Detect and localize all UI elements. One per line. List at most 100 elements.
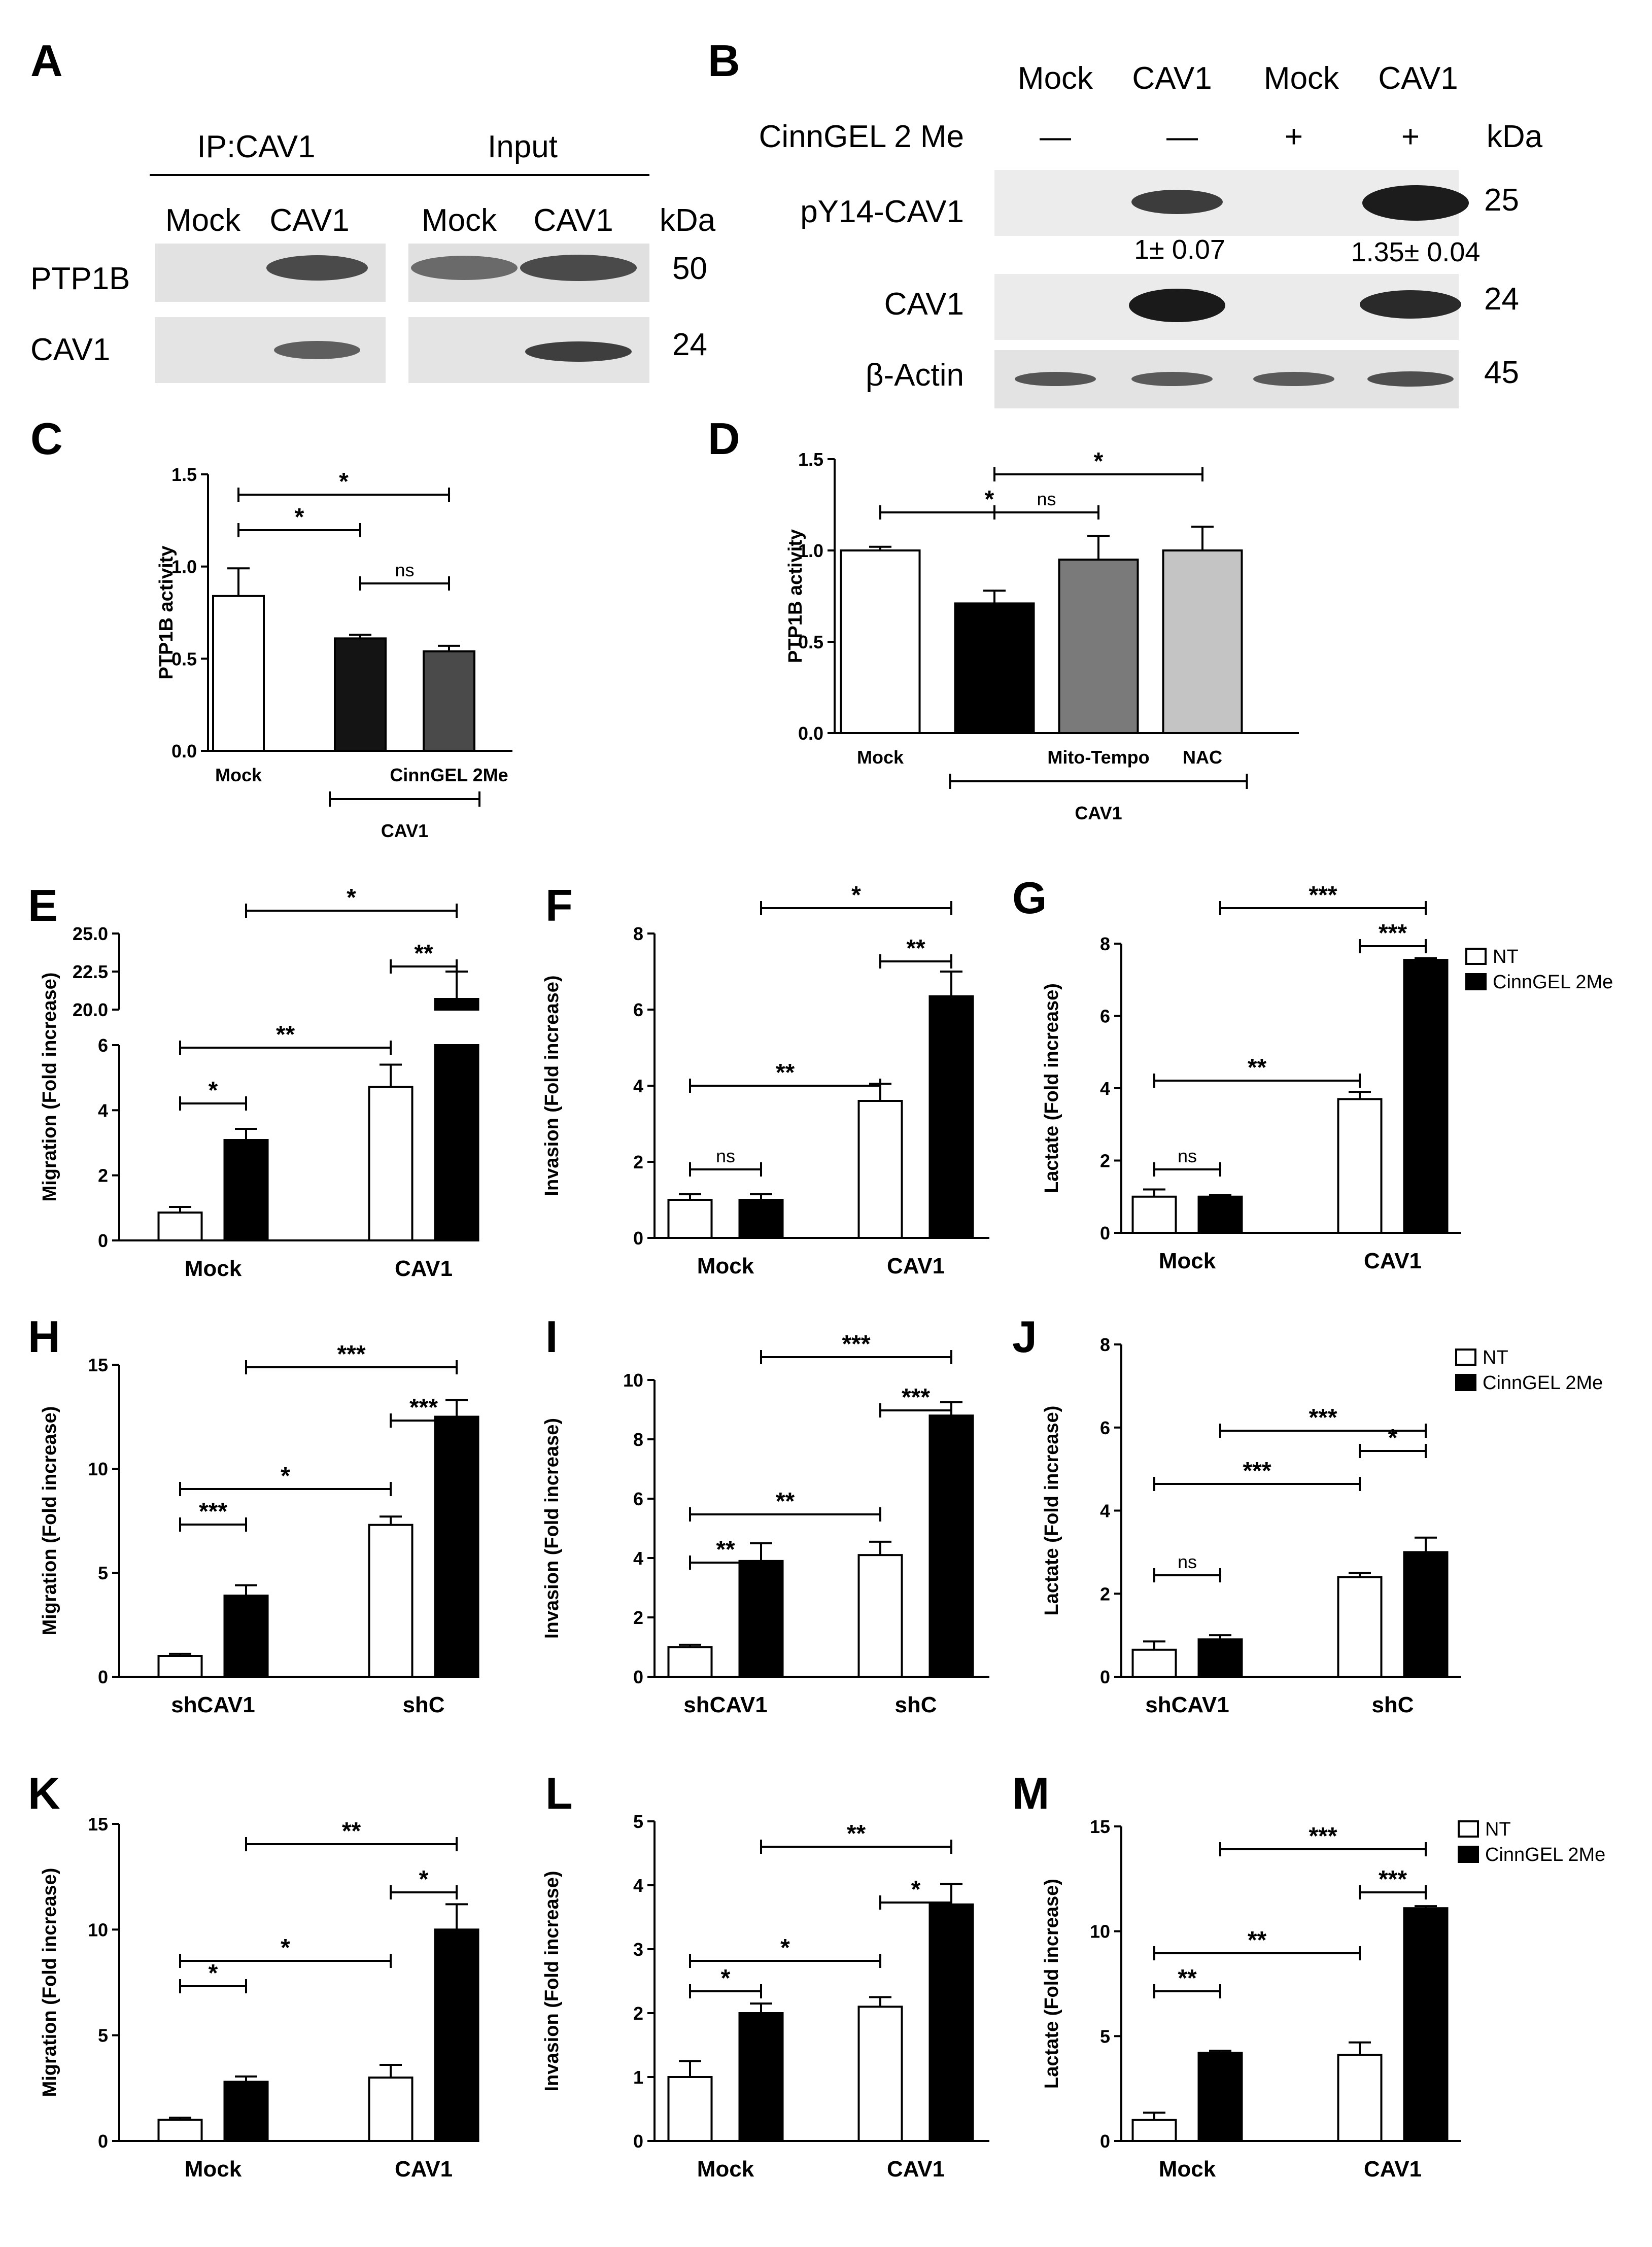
y-tick-label: 4	[98, 1100, 108, 1121]
bar	[1337, 1576, 1383, 1678]
legend-label-treated: CinnGEL 2Me	[1485, 1844, 1605, 1865]
y-tick-label: 0	[633, 1667, 643, 1687]
y-tick-label: 0	[98, 1667, 108, 1687]
band-a-ip-ptp1b	[266, 255, 368, 281]
blot-a-kda-header: kDa	[660, 203, 716, 238]
category-label: Mock	[1159, 2157, 1216, 2182]
blot-b-row-cav1-kda: 24	[1484, 282, 1519, 317]
sig-label: *	[419, 1866, 429, 1893]
legend-label-nt: NT	[1483, 1347, 1508, 1368]
bar	[1337, 2054, 1383, 2142]
band-b-actin-4	[1367, 371, 1454, 387]
bar	[738, 1199, 784, 1239]
y-tick-label: 15	[88, 1355, 108, 1375]
bar	[857, 1554, 903, 1678]
bar	[157, 1212, 203, 1241]
sig-label: ***	[1309, 1404, 1337, 1431]
bar	[1162, 549, 1243, 734]
y-tick-label: 0	[1100, 1667, 1110, 1687]
sig-label: ***	[842, 1331, 870, 1358]
legend-label-treated: CinnGEL 2Me	[1493, 972, 1613, 993]
category-label: shC	[894, 1692, 937, 1717]
y-tick-label: 5	[98, 1563, 108, 1583]
y-tick-label: 4	[633, 1548, 643, 1569]
y-axis-title: Invasion (Fold increase)	[541, 1871, 563, 2092]
y-tick-label: 1.0	[171, 557, 197, 577]
panel-label-k: K	[28, 1768, 60, 1818]
sig-label: *	[985, 486, 994, 513]
blot-a-row-cav1-label: CAV1	[30, 332, 110, 367]
bar	[667, 1646, 713, 1678]
y-tick-label: 0	[98, 1230, 108, 1251]
y-tick-label: 4	[633, 1076, 643, 1096]
blot-a-lane-2: CAV1	[269, 203, 349, 238]
y-tick-label: 8	[1100, 934, 1110, 954]
panel-label-b: B	[708, 36, 740, 86]
y-tick-label: 2	[633, 1152, 643, 1172]
y-tick-label: 8	[1100, 1334, 1110, 1355]
bar	[928, 1414, 974, 1678]
sig-label: *	[1094, 448, 1104, 475]
blot-b-row-actin-label: β-Actin	[866, 358, 964, 393]
bar	[840, 549, 921, 734]
category-label: Mock	[215, 765, 262, 785]
y-tick-label: 2	[1100, 1151, 1110, 1171]
sig-label: ***	[902, 1384, 930, 1411]
sig-label: *	[911, 1876, 921, 1903]
bar	[1337, 1098, 1383, 1234]
sig-label: *	[281, 1463, 290, 1490]
blot-b-lane-4: CAV1	[1378, 61, 1458, 96]
band-a-input-cav1	[525, 341, 632, 362]
category-label: CAV1	[395, 1256, 453, 1281]
legend-swatch-nt	[1465, 948, 1487, 965]
chart-k: 0 5 10 15 Migration (Fold increase) Mock CAV1 *…	[39, 1814, 479, 2182]
sig-label: *	[721, 1965, 731, 1992]
chart-i: 0 2 4 6 8 10 Invasion (Fold increase) shCAV1 shC…	[541, 1331, 989, 1717]
y-tick-label: 2	[633, 1607, 643, 1628]
y-axis-title: Invasion (Fold increase)	[541, 1418, 563, 1639]
y-axis-title: Lactate (Fold increase)	[1041, 1879, 1062, 2089]
bar	[667, 2076, 713, 2142]
chart-f: 0 2 4 6 8 Invasion (Fold increase) Mock CAV1 ns *…	[541, 882, 989, 1278]
y-tick-label: 0	[633, 1228, 643, 1249]
bar	[738, 1560, 784, 1678]
sig-label: ns	[1037, 489, 1056, 509]
bar	[1058, 559, 1139, 734]
chart-e: 0 2 4 6 20.0 22.5 25.0 Migration (Fold increase…	[39, 884, 479, 1281]
y-tick-label: 5	[633, 1811, 643, 1832]
bar	[212, 595, 265, 752]
sig-label: *	[851, 882, 861, 909]
bar	[223, 1595, 269, 1678]
y-tick-label: 5	[98, 2025, 108, 2046]
chart-c: 0.0 0.5 1.0 1.5 PTP1B activity Mock CinnGEL 2M…	[156, 464, 512, 841]
blot-a-row-cav1-kda: 24	[672, 327, 707, 362]
chart-j: 0 2 4 6 8 Lactate (Fold increase) shCAV1 shC ns *…	[1041, 1334, 1603, 1717]
band-b-cav1-treated	[1360, 290, 1461, 319]
sig-label: *	[780, 1934, 790, 1961]
bar	[1131, 1195, 1177, 1234]
blot-a-lane-1: Mock	[165, 203, 241, 238]
sig-label: ns	[1178, 1551, 1197, 1572]
legend-label-treated: CinnGEL 2Me	[1483, 1372, 1603, 1394]
blot-b-row-py14-label: pY14-CAV1	[800, 194, 964, 229]
band-b-py14-cav1	[1131, 190, 1223, 214]
y-tick-label: 20.0	[73, 999, 108, 1020]
category-label: Mock	[185, 1256, 242, 1281]
category-label: Mock	[697, 1254, 754, 1278]
band-b-py14-cav1-treated	[1362, 185, 1469, 221]
bar	[857, 1100, 903, 1239]
category-label: Mock	[857, 747, 904, 768]
sig-label: ***	[337, 1341, 365, 1368]
panel-label-j: J	[1012, 1311, 1037, 1362]
y-tick-label: 0	[1100, 2131, 1110, 2152]
y-tick-label: 0	[1100, 1223, 1110, 1243]
bar	[1197, 1638, 1243, 1678]
panel-label-l: L	[545, 1768, 573, 1818]
blot-a-lane-3: Mock	[422, 203, 497, 238]
blot-b-row-cav1-label: CAV1	[884, 287, 964, 322]
blot-b-treat-4: +	[1401, 119, 1420, 154]
y-tick-label: 0	[633, 2131, 643, 2152]
sig-label: ns	[716, 1146, 735, 1166]
sig-label: *	[209, 1077, 218, 1104]
